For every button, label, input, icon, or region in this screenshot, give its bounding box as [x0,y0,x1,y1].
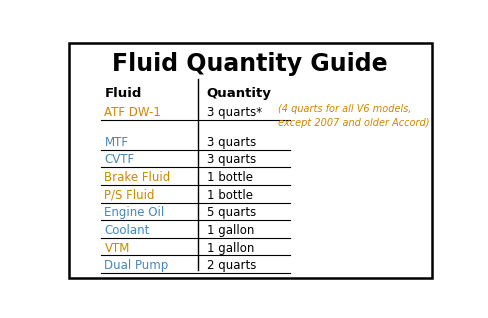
Text: 1 bottle: 1 bottle [206,171,253,184]
Text: MTF: MTF [104,136,128,149]
FancyBboxPatch shape [68,43,431,278]
Text: 1 bottle: 1 bottle [206,189,253,202]
Text: 1 gallon: 1 gallon [206,241,254,254]
Text: 2 quarts: 2 quarts [206,259,256,272]
Text: Quantity: Quantity [206,87,271,100]
Text: Brake Fluid: Brake Fluid [104,171,171,184]
Text: Engine Oil: Engine Oil [104,206,165,219]
Text: Coolant: Coolant [104,224,150,237]
Text: 1 gallon: 1 gallon [206,224,254,237]
Text: ATF DW-1: ATF DW-1 [104,106,162,119]
Text: Fluid: Fluid [104,87,142,100]
Text: CVTF: CVTF [104,153,135,166]
Text: 3 quarts: 3 quarts [206,153,256,166]
Text: 3 quarts*: 3 quarts* [206,106,262,119]
Text: Fluid Quantity Guide: Fluid Quantity Guide [112,52,388,76]
Text: 3 quarts: 3 quarts [206,136,256,149]
Text: 5 quarts: 5 quarts [206,206,256,219]
Text: VTM: VTM [104,241,130,254]
Text: Dual Pump: Dual Pump [104,259,169,272]
Text: except 2007 and older Accord): except 2007 and older Accord) [279,118,430,128]
Text: P/S Fluid: P/S Fluid [104,189,155,202]
Text: (4 quarts for all V6 models,: (4 quarts for all V6 models, [279,104,412,114]
